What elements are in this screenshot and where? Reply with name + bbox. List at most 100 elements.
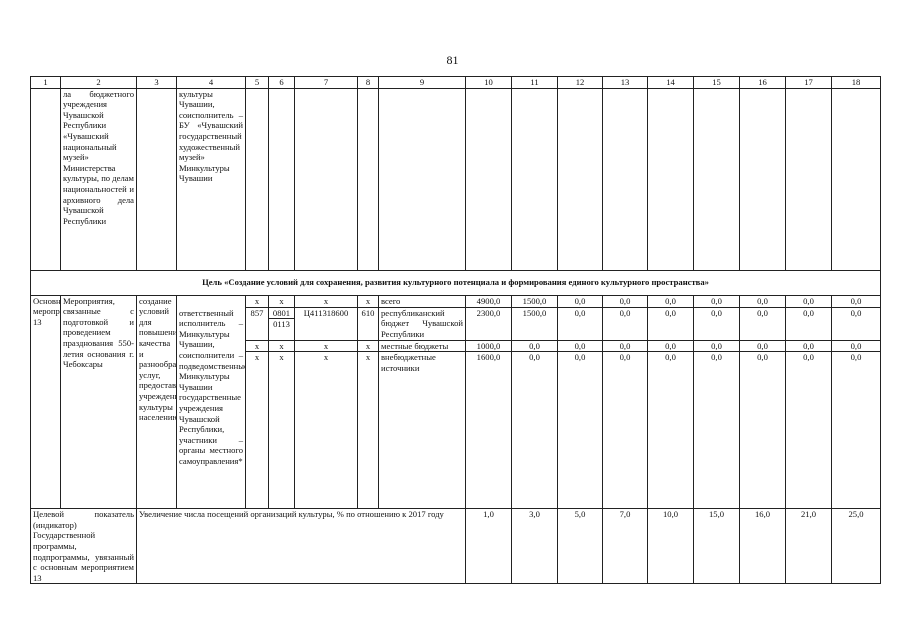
funding-value: 0,0 [831, 339, 881, 353]
funding-value: 0,0 [739, 339, 786, 353]
indicator-value: 25,0 [831, 508, 881, 585]
column-header: 9 [378, 76, 466, 89]
funding-value: 1000,0 [465, 339, 512, 353]
funding-value: 4900,0 [465, 294, 512, 308]
indicator-value: 7,0 [602, 508, 648, 585]
indicator-value: 3,0 [511, 508, 558, 585]
indicator-text: Увеличение числа посещений организаций к… [136, 508, 466, 585]
funding-source: республиканский бюджет Чувашской Республ… [378, 306, 466, 341]
funding-value: 0,0 [693, 294, 740, 308]
indicator-value: 15,0 [693, 508, 740, 585]
indicator-value: 10,0 [647, 508, 694, 585]
grbs-cell: x [245, 339, 269, 353]
funding-source: местные бюджеты [378, 339, 466, 353]
vr-cell: x [357, 351, 379, 510]
funding-value: 0,0 [557, 339, 603, 353]
grbs-cell: 857 [245, 306, 269, 341]
continuation-row: ла бюджетного учреждения Чувашской Респу… [30, 87, 881, 271]
rz-cell: x [268, 294, 295, 308]
csr-cell: x [294, 339, 358, 353]
continuation-col2: ла бюджетного учреждения Чувашской Респу… [60, 87, 137, 271]
indicator-row: Целевой показатель (индикатор) Государст… [30, 508, 881, 585]
funding-value: 0,0 [831, 306, 881, 341]
funding-value: 0,0 [785, 339, 832, 353]
column-header: 15 [693, 76, 740, 89]
funding-value: 0,0 [647, 351, 694, 510]
funding-value: 2300,0 [465, 306, 512, 341]
indicator-value: 1,0 [465, 508, 512, 585]
column-header: 8 [357, 76, 379, 89]
main-col1: Основное мероприятие 13 [30, 294, 61, 510]
indicator-value: 21,0 [785, 508, 832, 585]
funding-row: x x x x местные бюджеты 1000,0 0,0 0,0 0,0 0,0 0,0… [31, 339, 881, 353]
funding-value: 0,0 [831, 351, 881, 510]
vr-cell: 610 [357, 306, 379, 341]
funding-source: всего [378, 294, 466, 308]
funding-value: 0,0 [647, 294, 694, 308]
funding-value: 0,0 [602, 306, 648, 341]
column-header: 1 [30, 76, 61, 89]
funding-value: 0,0 [739, 294, 786, 308]
funding-value: 0,0 [602, 351, 648, 510]
column-header: 17 [785, 76, 832, 89]
funding-row: x x x x внебюджетные источники 1600,0 0,0 0,0 0,… [31, 351, 881, 510]
funding-value: 0,0 [557, 306, 603, 341]
column-header: 12 [557, 76, 603, 89]
funding-value: 0,0 [557, 351, 603, 510]
csr-cell: Ц411318600 [294, 306, 358, 341]
column-header: 6 [268, 76, 295, 89]
funding-value: 0,0 [511, 339, 558, 353]
funding-value: 0,0 [647, 306, 694, 341]
column-header: 10 [465, 76, 512, 89]
goal-heading: Цель «Создание условий для сохранения, р… [30, 269, 881, 296]
continuation-col4: культуры Чувашии, соисполнитель – БУ «Чу… [176, 87, 246, 271]
column-header: 13 [602, 76, 648, 89]
funding-source: внебюджетные источники [378, 351, 466, 510]
grbs-cell: x [245, 294, 269, 308]
rz-cell: 0801 [269, 308, 294, 320]
funding-value: 0,0 [693, 306, 740, 341]
main-col3: создание условий для повышения качества … [136, 294, 177, 510]
funding-value: 0,0 [557, 294, 603, 308]
funding-value: 0,0 [693, 339, 740, 353]
main-col4: ответственный исполнитель – Минкультуры … [176, 294, 246, 510]
column-header: 5 [245, 76, 269, 89]
funding-value: 0,0 [785, 351, 832, 510]
funding-value: 0,0 [511, 351, 558, 510]
column-header: 18 [831, 76, 881, 89]
funding-value: 0,0 [739, 306, 786, 341]
vr-cell: x [357, 294, 379, 308]
rz-cell: x [268, 339, 295, 353]
main-col2: Мероприятия, связанные с подготовкой и п… [60, 294, 137, 510]
column-header: 2 [60, 76, 137, 89]
page-number: 81 [446, 53, 459, 67]
funding-value: 0,0 [602, 339, 648, 353]
rz-cell: x [268, 351, 295, 510]
indicator-label: Целевой показатель (индикатор) Государст… [30, 508, 137, 585]
rz2-cell: 0113 [273, 319, 290, 330]
funding-value: 1500,0 [511, 306, 558, 341]
csr-cell: x [294, 294, 358, 308]
funding-value: 0,0 [739, 351, 786, 510]
funding-row: 857 0801 0113 Ц411318600 610 республиканский … [31, 306, 881, 341]
header-row: 1 2 3 4 5 6 7 8 9 10 11 12 13 14 15 16 17 18 [30, 76, 881, 89]
column-header: 3 [136, 76, 177, 89]
column-header: 7 [294, 76, 358, 89]
vr-cell: x [357, 339, 379, 353]
goal-row: Цель «Создание условий для сохранения, р… [30, 269, 881, 296]
funding-value: 1500,0 [511, 294, 558, 308]
indicator-value: 16,0 [739, 508, 786, 585]
column-header: 11 [511, 76, 558, 89]
grbs-cell: x [245, 351, 269, 510]
program-table: 1 2 3 4 5 6 7 8 9 10 11 12 13 14 15 16 17 18 ла бюджетног… [30, 76, 881, 585]
funding-value: 0,0 [831, 294, 881, 308]
column-header: 16 [739, 76, 786, 89]
funding-value: 0,0 [602, 294, 648, 308]
funding-value: 0,0 [785, 306, 832, 341]
column-header: 14 [647, 76, 694, 89]
csr-cell: x [294, 351, 358, 510]
funding-value: 1600,0 [465, 351, 512, 510]
funding-value: 0,0 [693, 351, 740, 510]
